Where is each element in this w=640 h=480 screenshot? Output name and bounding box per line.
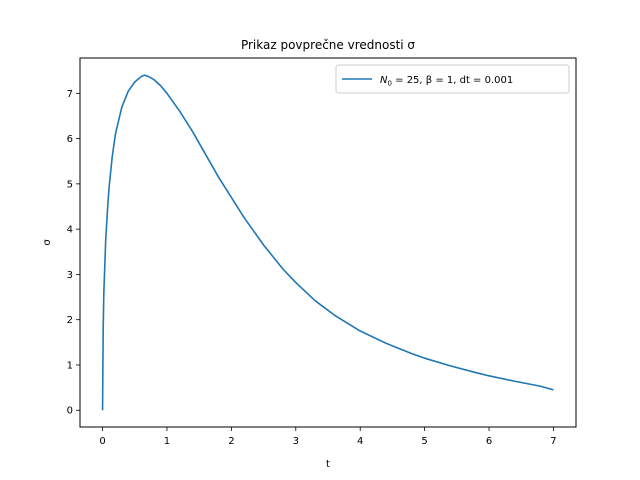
plot-lines bbox=[101, 74, 554, 411]
y-tick-label: 0 bbox=[67, 406, 73, 417]
y-tick-label: 5 bbox=[67, 179, 73, 190]
y-tick-label: 4 bbox=[67, 225, 73, 236]
legend-label: N0 = 25, β = 1, dt = 0.001 bbox=[380, 75, 513, 88]
legend: N0 = 25, β = 1, dt = 0.001 bbox=[335, 64, 570, 94]
x-tick-label: 0 bbox=[99, 436, 105, 447]
plot-frame bbox=[79, 57, 577, 428]
x-tick-label: 3 bbox=[293, 436, 299, 447]
x-tick-label: 6 bbox=[486, 436, 492, 447]
series-line bbox=[101, 74, 554, 411]
axis-ticks: 0 1 2 3 4 5 6 7 0 1 2 3 4 5 6 7 bbox=[67, 89, 557, 447]
x-tick-label: 1 bbox=[164, 436, 170, 447]
x-axis-label: t bbox=[326, 459, 330, 470]
y-axis-label: σ bbox=[42, 239, 53, 246]
x-tick-label: 2 bbox=[228, 436, 234, 447]
y-tick-label: 1 bbox=[67, 360, 73, 371]
x-tick-label: 4 bbox=[357, 436, 363, 447]
legend-box bbox=[335, 64, 570, 94]
x-tick-label: 7 bbox=[550, 436, 556, 447]
y-tick-label: 3 bbox=[67, 270, 73, 281]
y-tick-label: 2 bbox=[67, 315, 73, 326]
chart-title: Prikaz povprečne vrednosti σ bbox=[241, 38, 415, 52]
y-tick-label: 7 bbox=[67, 89, 73, 100]
x-tick-label: 5 bbox=[421, 436, 427, 447]
y-tick-label: 6 bbox=[67, 134, 73, 145]
